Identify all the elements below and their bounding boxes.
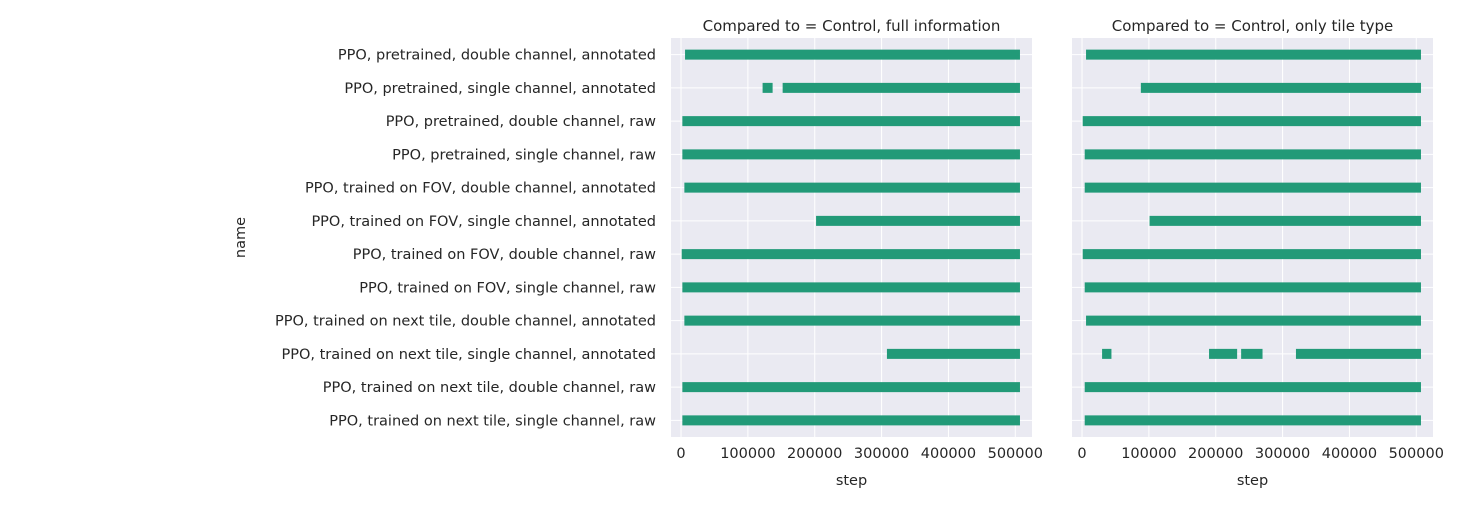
interval-bar (682, 282, 1020, 293)
plot-area (671, 38, 1032, 437)
interval-bar (886, 348, 1020, 359)
x-tick-label: 100000 (1121, 446, 1176, 462)
interval-bar (682, 149, 1020, 160)
y-tick-label: PPO, trained on next tile, double channe… (275, 314, 656, 330)
interval-bar (1086, 315, 1421, 326)
interval-bar (1082, 249, 1421, 260)
interval-bar (1241, 348, 1263, 359)
panel-title: Compared to = Control, full information (703, 17, 1001, 35)
x-axis-label: step (836, 473, 867, 489)
interval-bar (782, 82, 1020, 93)
x-tick-label: 500000 (1389, 446, 1444, 462)
interval-bar (1086, 49, 1421, 60)
y-tick-labels: PPO, pretrained, double channel, annotat… (275, 48, 656, 430)
y-tick-label: PPO, trained on FOV, double channel, ann… (305, 181, 656, 197)
y-tick-label: PPO, pretrained, single channel, raw (392, 147, 656, 163)
y-tick-label: PPO, trained on next tile, single channe… (281, 347, 656, 363)
x-tick-label: 400000 (921, 446, 976, 462)
x-tick-label: 100000 (720, 446, 775, 462)
interval-bar (1209, 348, 1238, 359)
interval-bar (682, 415, 1020, 426)
interval-bar (681, 249, 1020, 260)
interval-bar (682, 116, 1020, 127)
x-tick-label: 200000 (787, 446, 842, 462)
panel-full-information: 0 100000 200000 300000 400000 500000 Compared … (671, 17, 1043, 489)
interval-bar (762, 82, 773, 93)
interval-bar (684, 315, 1020, 326)
x-tick-label: 300000 (854, 446, 909, 462)
interval-bar (1084, 415, 1421, 426)
y-tick-label: PPO, trained on FOV, double channel, raw (353, 247, 656, 263)
interval-bar (1084, 149, 1421, 160)
interval-bar (682, 382, 1020, 393)
x-tick-label: 500000 (988, 446, 1043, 462)
interval-bar (1102, 348, 1112, 359)
x-tick-label: 0 (1077, 446, 1086, 462)
interval-bar (1140, 82, 1421, 93)
interval-bar (816, 215, 1020, 226)
interval-bar (1082, 116, 1421, 127)
plot-area (1072, 38, 1433, 437)
y-tick-label: PPO, trained on next tile, double channe… (323, 380, 656, 396)
x-tick-label: 0 (676, 446, 685, 462)
y-tick-label: PPO, trained on FOV, single channel, raw (359, 280, 656, 296)
y-tick-label: PPO, pretrained, single channel, annotat… (344, 81, 656, 97)
interval-bar (1149, 215, 1421, 226)
x-axis-label: step (1237, 473, 1268, 489)
x-tick-label: 400000 (1322, 446, 1377, 462)
x-tick-label: 200000 (1188, 446, 1243, 462)
x-tick-label: 300000 (1255, 446, 1310, 462)
panel-title: Compared to = Control, only tile type (1112, 17, 1393, 35)
y-axis-label: name (233, 217, 249, 258)
interval-bar (1084, 282, 1421, 293)
y-tick-label: PPO, trained on FOV, single channel, ann… (311, 214, 656, 230)
y-tick-label: PPO, pretrained, double channel, annotat… (338, 48, 656, 64)
interval-bar (1084, 182, 1421, 193)
y-tick-label: PPO, trained on next tile, single channe… (329, 413, 656, 429)
interval-bar (1295, 348, 1421, 359)
interval-bar (1084, 382, 1421, 393)
panel-only-tile-type: 0 100000 200000 300000 400000 500000 Compared … (1072, 17, 1444, 489)
interval-bar (685, 49, 1020, 60)
interval-bar (684, 182, 1020, 193)
y-tick-label: PPO, pretrained, double channel, raw (386, 114, 656, 130)
